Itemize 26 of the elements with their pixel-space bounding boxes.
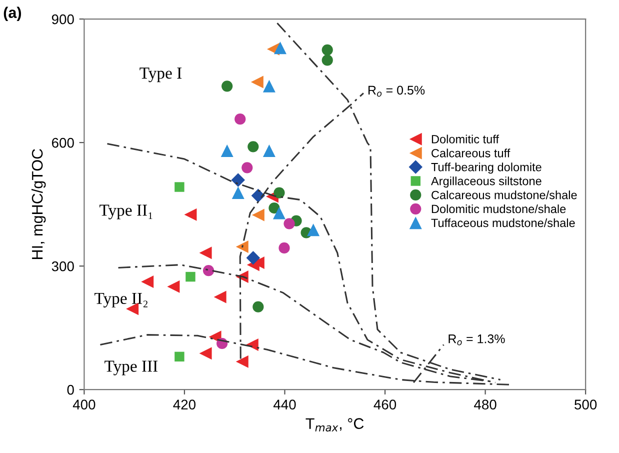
legend-label: Dolomitic mudstone/shale xyxy=(432,204,566,214)
legend-label: Argillaceous siltstone xyxy=(431,176,542,188)
annotation: Type III xyxy=(104,360,158,376)
x-tick-label: 480 xyxy=(474,400,496,410)
annotation: Type II₂ xyxy=(94,292,148,308)
legend-label: Calcareous tuff xyxy=(432,148,510,158)
y-tick-label: 300 xyxy=(52,261,74,272)
annotation: Type I xyxy=(140,68,182,82)
y-tick-label: 0 xyxy=(67,384,74,395)
chart-title: (a) xyxy=(4,6,22,22)
legend-label: Calcareous mudstone/shale xyxy=(432,190,577,200)
x-tick-label: 420 xyxy=(173,400,196,410)
y-tick-label: 600 xyxy=(52,138,74,148)
legend-label: Dolomitic tuff xyxy=(432,134,500,144)
x-tick-label: 400 xyxy=(72,400,96,410)
legend-label: Tuffaceous mudstone/shale xyxy=(431,218,575,228)
annotation: Type II₁ xyxy=(100,204,152,220)
annotation: R$_{o}$ = 1.3% xyxy=(448,334,505,346)
x-tick-label: 500 xyxy=(574,400,597,410)
y-tick-label: 900 xyxy=(52,14,74,24)
annotation: R$_{o}$ = 0.5% xyxy=(368,86,425,97)
x-axis-title: T$_{max}$, °C xyxy=(306,418,364,432)
y-axis-title: HI, mgHC/gTOC xyxy=(31,148,46,259)
legend-label: Tuff-bearing dolomite xyxy=(431,162,542,174)
x-tick-label: 440 xyxy=(273,400,296,410)
x-tick-label: 460 xyxy=(374,400,396,410)
